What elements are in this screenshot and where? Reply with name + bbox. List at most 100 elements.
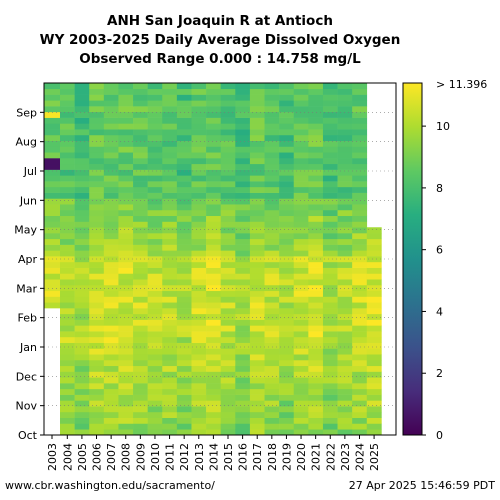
heatmap-cell [206, 106, 221, 113]
heatmap-cell [206, 117, 221, 124]
heatmap-cell [176, 342, 192, 349]
heatmap-cell [147, 129, 163, 136]
heatmap-cell [60, 302, 75, 309]
heatmap-cell [206, 88, 221, 95]
heatmap-cell [191, 256, 207, 263]
heatmap-cell [220, 192, 236, 199]
heatmap-cell [118, 140, 134, 147]
heatmap-cell [89, 83, 105, 90]
heatmap-cell [162, 221, 178, 228]
heatmap-cell [118, 394, 134, 401]
heatmap-cell [206, 169, 221, 176]
heatmap-cell [191, 198, 207, 205]
heatmap-cell [206, 308, 221, 315]
heatmap-cell [308, 140, 324, 147]
heatmap-cell [249, 417, 265, 424]
heatmap-cell [74, 290, 90, 297]
heatmap-cell [162, 261, 178, 268]
heatmap-cell [352, 192, 368, 199]
heatmap-cell [235, 325, 251, 332]
heatmap-cell [249, 296, 265, 303]
heatmap-cell [235, 308, 251, 315]
heatmap-cell [206, 163, 221, 170]
heatmap-cell [337, 129, 353, 136]
heatmap-cell [206, 354, 221, 361]
heatmap-cell [162, 233, 178, 240]
heatmap-cell [133, 152, 148, 159]
heatmap-cell [89, 244, 105, 251]
heatmap-cell [147, 302, 163, 309]
heatmap-cell [308, 313, 324, 320]
heatmap-cell [235, 423, 251, 430]
heatmap-cell [162, 400, 178, 407]
heatmap-cell [352, 163, 368, 170]
heatmap-cell [249, 146, 265, 153]
heatmap-cell [293, 186, 309, 193]
heatmap-cell [206, 198, 221, 205]
heatmap-cell [337, 244, 353, 251]
heatmap-cell [322, 279, 338, 286]
heatmap-cell [308, 273, 324, 280]
heatmap-cell [191, 204, 207, 211]
heatmap-cell [308, 365, 324, 372]
heatmap-cell [89, 152, 105, 159]
heatmap-cell [103, 140, 119, 147]
heatmap-cell [191, 158, 207, 165]
heatmap-cell [176, 204, 192, 211]
heatmap-cell [249, 290, 265, 297]
heatmap-cell [74, 359, 90, 367]
heatmap-cell [176, 377, 192, 384]
heatmap-cell [235, 111, 251, 118]
heatmap-cell [118, 308, 134, 315]
heatmap-cell [118, 313, 134, 320]
heatmap-cell [206, 221, 221, 228]
heatmap-cell [60, 411, 75, 418]
heatmap-cell [264, 111, 280, 118]
heatmap-cell [74, 100, 90, 107]
heatmap-cell [337, 273, 353, 280]
heatmap-cell [235, 163, 251, 170]
heatmap-cell [293, 302, 309, 309]
heatmap-cell [220, 163, 236, 170]
heatmap-cell [118, 359, 134, 367]
heatmap-cell [264, 88, 280, 95]
heatmap-cell [147, 152, 163, 159]
heatmap-cell [337, 377, 353, 384]
heatmap-cell [206, 204, 221, 211]
heatmap-cell [249, 198, 265, 205]
heatmap-cell [60, 123, 75, 130]
heatmap-cell [249, 100, 265, 107]
heatmap-cell [206, 359, 221, 367]
heatmap-cell [308, 325, 324, 332]
heatmap-cell [279, 406, 295, 413]
heatmap-cell [133, 290, 148, 297]
heatmap-cell [220, 227, 236, 234]
x-tick-label: 2009 [134, 443, 147, 471]
heatmap-cell [366, 273, 382, 280]
heatmap-cell [89, 175, 105, 182]
heatmap-cell [118, 371, 134, 378]
heatmap-cell [162, 94, 178, 101]
heatmap-cell [89, 400, 105, 407]
heatmap-cell [133, 88, 148, 95]
heatmap-cell [279, 423, 295, 430]
heatmap-cell [308, 83, 324, 90]
y-tick-label: Dec [16, 370, 37, 383]
heatmap-cell [133, 204, 148, 211]
heatmap-cell [176, 354, 192, 361]
heatmap-cell [249, 331, 265, 338]
heatmap-cell [308, 429, 324, 436]
heatmap-cell [322, 140, 338, 147]
heatmap-cell [74, 163, 90, 170]
heatmap-cell [279, 140, 295, 147]
y-tick-label: May [14, 224, 37, 237]
heatmap-cell [366, 250, 382, 257]
heatmap-cell [89, 146, 105, 153]
heatmap-cell [74, 388, 90, 395]
heatmap-cell [322, 250, 338, 257]
heatmap-cell [235, 227, 251, 234]
x-tick-label: 2012 [178, 443, 191, 471]
heatmap-cell [103, 296, 119, 303]
heatmap-cell [352, 279, 368, 286]
heatmap-cell [322, 313, 338, 320]
